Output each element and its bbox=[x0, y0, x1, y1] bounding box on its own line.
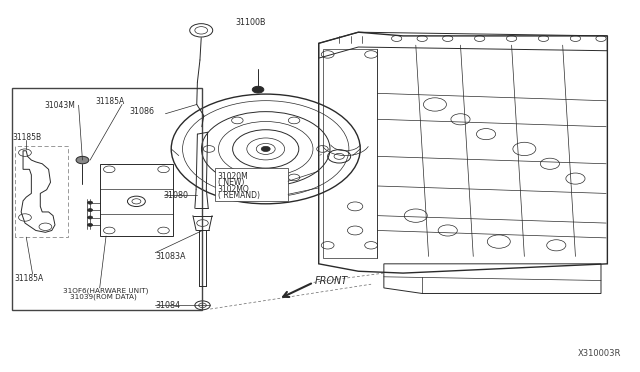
Text: ( NEW): ( NEW) bbox=[218, 178, 244, 187]
Text: 31039(ROM DATA): 31039(ROM DATA) bbox=[70, 294, 136, 301]
Circle shape bbox=[252, 86, 264, 93]
Text: X310003R: X310003R bbox=[578, 349, 621, 358]
Circle shape bbox=[261, 146, 270, 151]
Text: 31185A: 31185A bbox=[15, 274, 44, 283]
FancyBboxPatch shape bbox=[214, 168, 288, 201]
Circle shape bbox=[88, 201, 93, 204]
Text: ( REMAND): ( REMAND) bbox=[218, 191, 260, 200]
Circle shape bbox=[88, 224, 93, 227]
Text: 31OF6(HARWARE UNIT): 31OF6(HARWARE UNIT) bbox=[63, 287, 148, 294]
Circle shape bbox=[76, 156, 89, 164]
Circle shape bbox=[88, 209, 93, 212]
Text: 3102MQ: 3102MQ bbox=[218, 185, 250, 193]
Text: 31100B: 31100B bbox=[236, 19, 266, 28]
Text: 31086: 31086 bbox=[130, 108, 155, 116]
Text: FRONT: FRONT bbox=[315, 276, 348, 285]
Text: 31084: 31084 bbox=[156, 301, 180, 310]
Text: 31083A: 31083A bbox=[156, 252, 186, 261]
Text: 31080: 31080 bbox=[164, 191, 189, 200]
Text: 31185B: 31185B bbox=[12, 133, 42, 142]
Text: 31185A: 31185A bbox=[95, 97, 124, 106]
Text: 31020M: 31020M bbox=[218, 171, 248, 180]
Circle shape bbox=[88, 216, 93, 219]
Text: 31043M: 31043M bbox=[44, 101, 75, 110]
